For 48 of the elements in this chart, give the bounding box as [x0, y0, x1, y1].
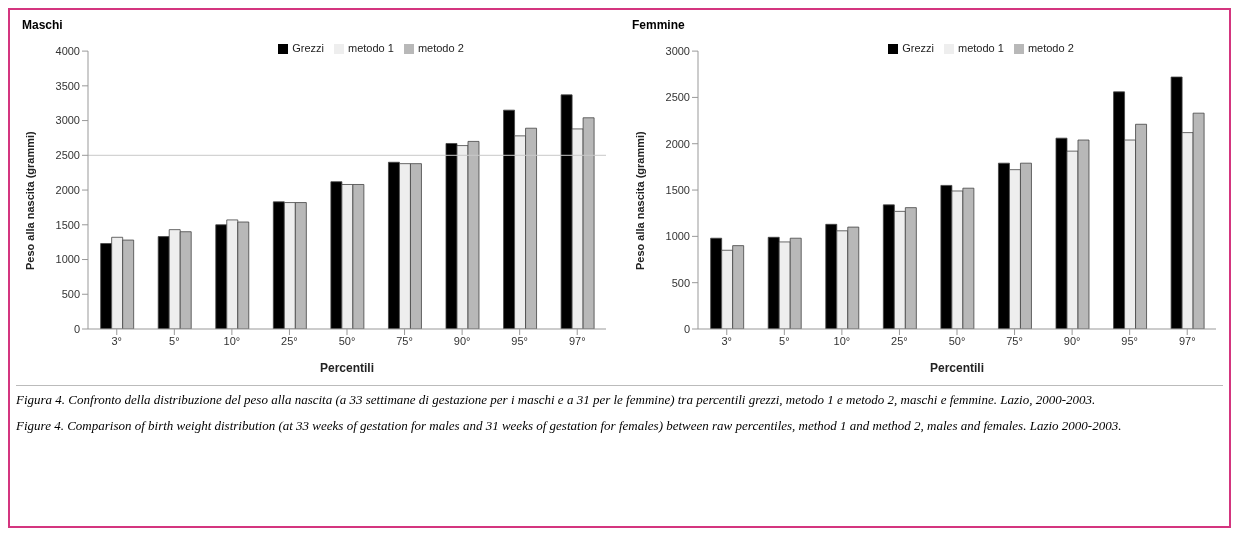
legend-label: metodo 2 [417, 42, 464, 54]
x-tick-label: 95° [1121, 334, 1138, 347]
chart-title: Maschi [21, 18, 64, 34]
x-tick-label: 97° [1178, 334, 1196, 347]
caption: Figure 4. Comparison of birth weight distribution (at 33 weeks of gestation for males and 31 weeks of gestation for females) between raw percentiles, method 1 and method 2, males and females. Lazio 2000-2003. [16, 418, 1123, 434]
y-axis-title: Peso alla nascita (grammi) [633, 130, 646, 271]
x-tick-label: 75° [396, 334, 413, 347]
y-tick-label: 500 [61, 288, 80, 301]
x-tick-label: 5° [779, 334, 790, 347]
y-tick-label: 3000 [665, 45, 690, 57]
x-tick-label: 97° [568, 334, 586, 347]
x-axis-title: Percentili [929, 361, 985, 375]
y-tick-label: 2000 [665, 137, 690, 150]
y-tick-label: 2500 [55, 149, 80, 162]
y-tick-label: 3000 [55, 114, 80, 127]
x-tick-label: 25° [891, 334, 908, 347]
y-tick-label: 1500 [665, 183, 690, 196]
y-tick-label: 1000 [55, 253, 80, 266]
text: Figura 4. Confronto della distribuzione del peso alla nascita (a 33 settimane di gestazione per i maschi e a 31 per le femmine) tra percentili grezzi, metodo 1 e metodo 2, maschi e femmine. Lazio, 2000-2003. [16, 392, 1097, 408]
legend-label: metodo 1 [958, 42, 1004, 54]
legend-label: metodo 1 [348, 42, 394, 54]
x-tick-label: 10° [833, 334, 851, 347]
x-tick-label: 50° [338, 334, 356, 347]
x-tick-label: 90° [453, 334, 471, 347]
x-tick-label: 10° [223, 334, 241, 347]
y-tick-label: 2000 [55, 183, 80, 196]
y-tick-label: 500 [671, 276, 690, 289]
x-tick-label: 95° [511, 334, 528, 347]
legend-label: Grezzi [902, 42, 935, 54]
x-tick-label: 3° [111, 334, 123, 347]
x-tick-label: 75° [1006, 334, 1023, 347]
legend-label: metodo 2 [1027, 42, 1074, 54]
x-tick-label: 25° [281, 334, 298, 347]
y-tick-label: 4000 [55, 45, 80, 57]
y-tick-label: 1000 [665, 230, 690, 243]
x-tick-label: 90° [1063, 334, 1081, 347]
y-tick-label: 2500 [665, 91, 690, 104]
x-axis-title: Percentili [319, 361, 375, 375]
y-tick-label: 3500 [55, 79, 80, 92]
y-axis-title: Peso alla nascita (grammi) [23, 130, 36, 271]
x-tick-label: 3° [721, 334, 733, 347]
chart-title: Femmine [631, 18, 686, 34]
y-tick-label: 0 [73, 322, 80, 335]
x-tick-label: 5° [169, 334, 180, 347]
y-tick-label: 0 [683, 322, 690, 335]
y-tick-label: 1500 [55, 218, 80, 231]
x-tick-label: 50° [948, 334, 966, 347]
legend-label: Grezzi [292, 42, 325, 54]
